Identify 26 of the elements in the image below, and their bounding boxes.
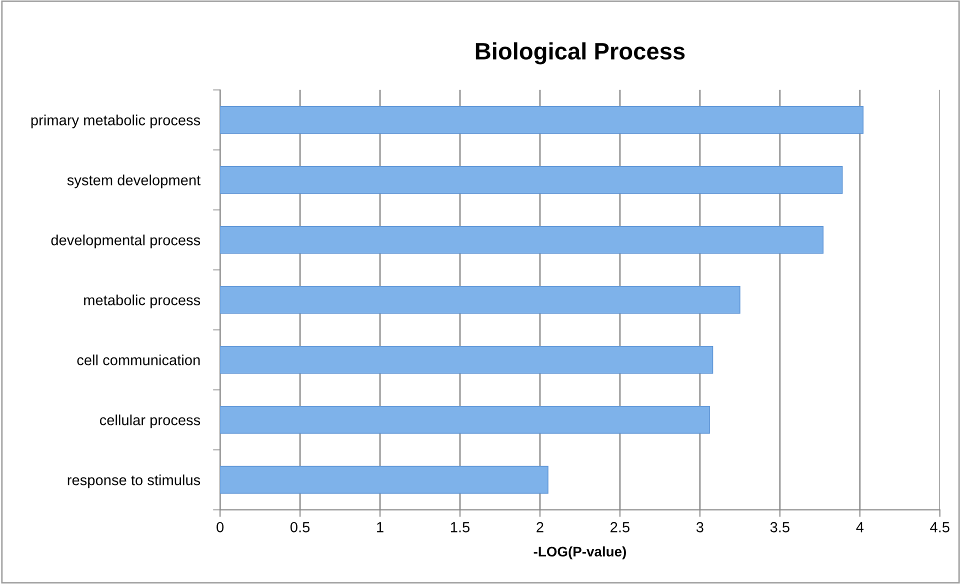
x-tick-label: 4.5 — [930, 522, 950, 532]
bar — [220, 226, 824, 254]
y-tick-label: developmental process — [51, 234, 200, 248]
x-tick-label: 2 — [536, 522, 544, 532]
x-axis-title: -LOG(P-value) — [534, 546, 626, 560]
bar — [220, 466, 548, 494]
y-tick-label: system development — [67, 174, 201, 188]
y-tick-label: response to stimulus — [68, 474, 200, 488]
x-tick-label: 3.5 — [770, 522, 790, 532]
y-tick-label: metabolic process — [84, 294, 200, 308]
x-tick-label: 2.5 — [610, 522, 630, 532]
bar — [220, 286, 740, 314]
y-tick-label: cellular process — [100, 414, 200, 428]
chart-title: Biological Process — [476, 42, 685, 64]
bar — [220, 166, 843, 194]
y-tick-label: primary metabolic process — [31, 114, 200, 128]
y-tick-label: cell communication — [77, 354, 200, 366]
x-tick-label: 3 — [696, 522, 704, 532]
x-tick-label: 0 — [216, 522, 224, 532]
x-tick-label: 4 — [856, 522, 864, 532]
x-tick-label: 1 — [377, 522, 384, 532]
bar — [220, 406, 710, 434]
x-tick-label: 1.5 — [450, 522, 470, 532]
bar — [220, 346, 714, 374]
bar — [220, 106, 864, 134]
x-tick-label: 0.5 — [290, 522, 310, 532]
